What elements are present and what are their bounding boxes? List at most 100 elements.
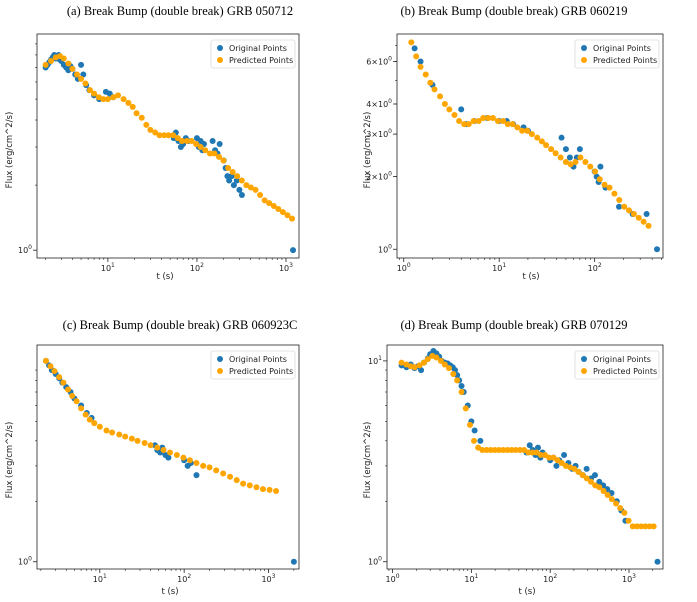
original-point [654, 246, 661, 253]
x-tick-label: 103 [279, 262, 293, 273]
predicted-point [147, 442, 154, 449]
predicted-point [270, 203, 277, 210]
predicted-point [650, 523, 657, 530]
original-point [458, 106, 465, 113]
predicted-point [82, 80, 89, 87]
predicted-point [646, 523, 653, 530]
predicted-point [496, 447, 503, 454]
predicted-point [213, 467, 220, 474]
predicted-point [51, 368, 58, 375]
predicted-point [91, 90, 98, 97]
chart-title: (d) Break Bump (double break) GRB 070129 [400, 318, 627, 332]
original-point [566, 154, 573, 161]
predicted-point [60, 55, 67, 62]
predicted-point [604, 491, 611, 498]
predicted-point [577, 154, 584, 161]
predicted-point [519, 127, 526, 134]
predicted-point [193, 460, 200, 467]
predicted-point [441, 100, 448, 107]
predicted-point [128, 435, 135, 442]
predicted-point [170, 132, 177, 139]
predicted-point [500, 118, 507, 125]
predicted-point [167, 449, 174, 456]
predicted-point [259, 486, 266, 493]
predicted-point [543, 142, 550, 149]
predicted-point [420, 359, 427, 366]
original-point [654, 558, 661, 565]
predicted-point [413, 53, 420, 60]
predicted-point [216, 153, 223, 160]
predicted-point [284, 212, 291, 219]
x-tick-label: 100 [397, 262, 411, 273]
predicted-point [95, 94, 102, 101]
predicted-point [174, 135, 181, 142]
predicted-point [197, 144, 204, 151]
predicted-point [572, 158, 579, 165]
predicted-point [234, 173, 241, 180]
legend-marker-predicted [581, 57, 587, 63]
predicted-point [87, 87, 94, 94]
predicted-point [567, 161, 574, 168]
predicted-point [252, 186, 259, 193]
predicted-point [600, 488, 607, 495]
predicted-point [266, 200, 273, 207]
y-tick-label: 100 [368, 556, 382, 567]
predicted-point [186, 457, 193, 464]
predicted-point [266, 486, 273, 493]
predicted-point [180, 454, 187, 461]
predicted-point [427, 79, 434, 86]
y-tick-label: 3×100 [366, 128, 392, 139]
predicted-point [122, 433, 129, 440]
predicted-point [220, 157, 227, 164]
legend-box [210, 39, 296, 69]
original-point [477, 437, 484, 444]
original-point [236, 186, 243, 193]
predicted-point [257, 191, 264, 198]
predicted-point [465, 121, 472, 128]
y-tick-label: 100 [18, 244, 32, 255]
predicted-point [606, 184, 613, 191]
predicted-point [193, 140, 200, 147]
predicted-point [104, 96, 111, 103]
predicted-point [592, 168, 599, 175]
predicted-point [225, 164, 232, 171]
predicted-point [156, 132, 163, 139]
predicted-point [424, 356, 431, 363]
predicted-point [289, 215, 296, 222]
predicted-point [528, 131, 535, 138]
x-tick-label: 102 [543, 573, 557, 584]
predicted-point [504, 447, 511, 454]
predicted-point [500, 447, 507, 454]
predicted-point [626, 207, 633, 214]
predicted-point [621, 203, 628, 210]
predicted-point [509, 121, 516, 128]
x-tick-label: 102 [177, 573, 191, 584]
predicted-point [633, 523, 640, 530]
predicted-point [233, 477, 240, 484]
plot-frame [36, 33, 300, 259]
predicted-point [640, 218, 647, 225]
chart-title: (c) Break Bump (double break) GRB 060923… [63, 318, 298, 332]
predicted-point [642, 523, 649, 530]
predicted-point [422, 71, 429, 78]
legend-marker-original [217, 356, 223, 362]
predicted-point [129, 103, 136, 110]
legend-label-predicted: Predicted Points [593, 56, 657, 65]
x-tick-label: 101 [464, 573, 478, 584]
y-axis-label: Flux (erg/cm^2/s) [5, 112, 15, 189]
x-axis-label: t (s) [156, 272, 173, 282]
predicted-point [480, 114, 487, 121]
original-point [230, 182, 237, 189]
predicted-point [200, 462, 207, 469]
predicted-point [635, 214, 642, 221]
predicted-point [454, 377, 461, 384]
predicted-point [141, 440, 148, 447]
x-tick-label: 103 [261, 573, 275, 584]
x-tick-label: 101 [101, 262, 115, 273]
original-point [418, 367, 425, 374]
predicted-point [60, 379, 67, 386]
original-point [165, 454, 172, 461]
y-axis-label: Flux (erg/cm^2/s) [363, 112, 373, 189]
predicted-point [65, 60, 72, 67]
predicted-point [621, 509, 628, 516]
